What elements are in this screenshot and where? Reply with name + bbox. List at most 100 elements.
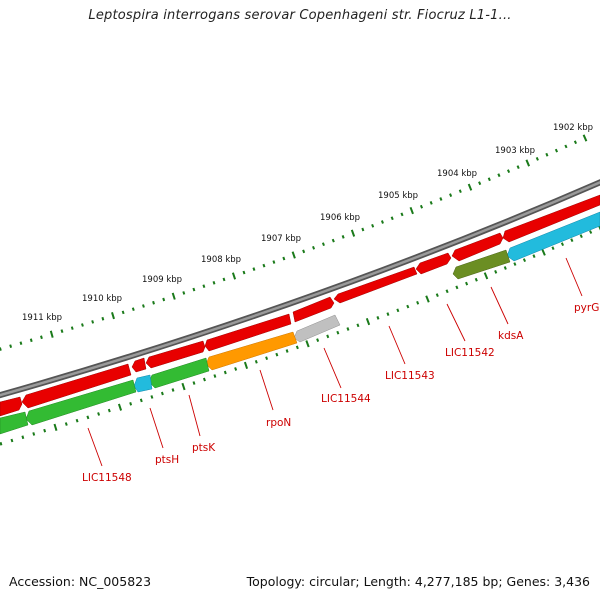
minor-tick — [75, 418, 79, 423]
leader-line — [87, 427, 103, 467]
minor-tick — [497, 173, 501, 178]
minor-tick — [386, 312, 390, 316]
minor-tick — [10, 438, 14, 443]
minor-tick — [513, 262, 517, 266]
gene-arrow[interactable] — [451, 232, 504, 262]
gene-label-pyrG[interactable]: pyrG — [574, 302, 599, 314]
major-tick — [171, 292, 176, 300]
minor-tick — [321, 242, 325, 247]
minor-tick — [503, 266, 507, 270]
gene-label-LIC11544[interactable]: LIC11544 — [321, 393, 371, 405]
kbp-labels: 1902 kbp 1903 kbp 1904 kbp 1905 kbp 1906… — [22, 123, 593, 323]
kbp-label-1904: 1904 kbp — [437, 169, 477, 179]
minor-tick — [532, 254, 536, 258]
minor-tick — [265, 356, 269, 361]
minor-tick — [396, 308, 400, 313]
gene-arrow[interactable] — [204, 313, 292, 352]
leader-line — [446, 303, 466, 342]
kbp-label-1902: 1902 kbp — [553, 123, 593, 133]
minor-tick — [129, 402, 133, 406]
gene-label-kdsA[interactable]: kdsA — [498, 330, 524, 342]
major-tick — [231, 272, 237, 280]
kbp-label-1903: 1903 kbp — [495, 146, 535, 156]
minor-tick — [376, 316, 380, 320]
minor-tick — [182, 291, 186, 295]
minor-tick — [371, 223, 375, 228]
leader-line — [323, 347, 342, 389]
gene-arrow[interactable] — [131, 357, 147, 373]
gene-arrow[interactable] — [292, 296, 335, 323]
minor-tick — [0, 441, 3, 446]
minor-tick — [101, 316, 105, 321]
gene-arrow[interactable] — [415, 252, 452, 275]
minor-tick — [81, 323, 84, 327]
gene-arrow[interactable] — [145, 340, 206, 369]
minor-tick — [478, 181, 482, 186]
minor-tick — [234, 367, 238, 371]
leader-line — [565, 257, 583, 297]
leader-line — [388, 325, 406, 365]
minor-tick — [43, 428, 47, 433]
minor-tick — [435, 293, 439, 297]
minor-tick — [262, 263, 266, 268]
minor-tick — [535, 157, 539, 161]
gene-arrow[interactable] — [21, 363, 132, 409]
gene-arrow[interactable] — [0, 396, 23, 417]
gene-arrow[interactable] — [0, 411, 29, 435]
kbp-label-1911: 1911 kbp — [22, 313, 62, 323]
minor-tick — [152, 300, 155, 305]
gene-label-LIC11548[interactable]: LIC11548 — [82, 472, 132, 484]
minor-tick — [70, 326, 74, 330]
major-tick — [541, 248, 546, 256]
minor-tick — [564, 144, 568, 149]
minor-tick — [554, 148, 559, 153]
minor-tick — [341, 235, 345, 239]
minor-tick — [202, 284, 206, 289]
minor-tick — [516, 165, 520, 169]
gene-label-ptsK[interactable]: ptsK — [192, 442, 216, 454]
minor-tick — [272, 260, 276, 264]
minor-tick — [560, 242, 565, 247]
minor-tick — [40, 335, 43, 340]
gene-arrow[interactable] — [502, 194, 600, 243]
gene-arrow[interactable] — [333, 266, 418, 304]
minor-tick — [60, 329, 64, 334]
major-tick — [582, 134, 588, 142]
leader-line — [188, 394, 201, 437]
minor-tick — [465, 281, 469, 286]
gene-label-LIC11542[interactable]: LIC11542 — [445, 347, 495, 359]
forward-strand-genes — [0, 194, 600, 417]
kbp-label-1908: 1908 kbp — [201, 255, 241, 265]
major-tick — [53, 423, 58, 431]
minor-tick — [302, 249, 306, 254]
minor-tick — [331, 238, 335, 243]
major-tick — [483, 272, 489, 280]
minor-tick — [416, 300, 420, 305]
minor-tick — [171, 388, 175, 392]
gene-arrow[interactable] — [133, 374, 153, 393]
minor-tick — [361, 227, 365, 232]
major-tick — [467, 183, 473, 191]
major-tick — [305, 340, 310, 348]
minor-tick — [380, 220, 384, 224]
gene-label-LIC11543[interactable]: LIC11543 — [385, 370, 435, 382]
minor-tick — [285, 349, 289, 353]
genome-backbone-highlight — [0, 180, 600, 397]
minor-tick — [390, 216, 394, 221]
minor-tick — [282, 256, 286, 261]
gene-label-ptsH[interactable]: ptsH — [155, 454, 179, 466]
gene-label-rpoN[interactable]: rpoN — [266, 417, 291, 429]
gene-arrow[interactable] — [452, 249, 511, 280]
major-tick — [49, 330, 54, 338]
minor-tick — [223, 370, 227, 375]
minor-tick — [91, 320, 95, 324]
inner-tick-ring — [0, 224, 600, 446]
minor-tick — [192, 381, 196, 385]
kbp-label-1905: 1905 kbp — [378, 191, 418, 201]
kbp-label-1909: 1909 kbp — [142, 275, 182, 285]
minor-tick — [97, 412, 101, 416]
minor-tick — [506, 169, 511, 174]
minor-tick — [336, 330, 340, 335]
major-tick — [525, 159, 531, 167]
minor-tick — [21, 435, 25, 440]
